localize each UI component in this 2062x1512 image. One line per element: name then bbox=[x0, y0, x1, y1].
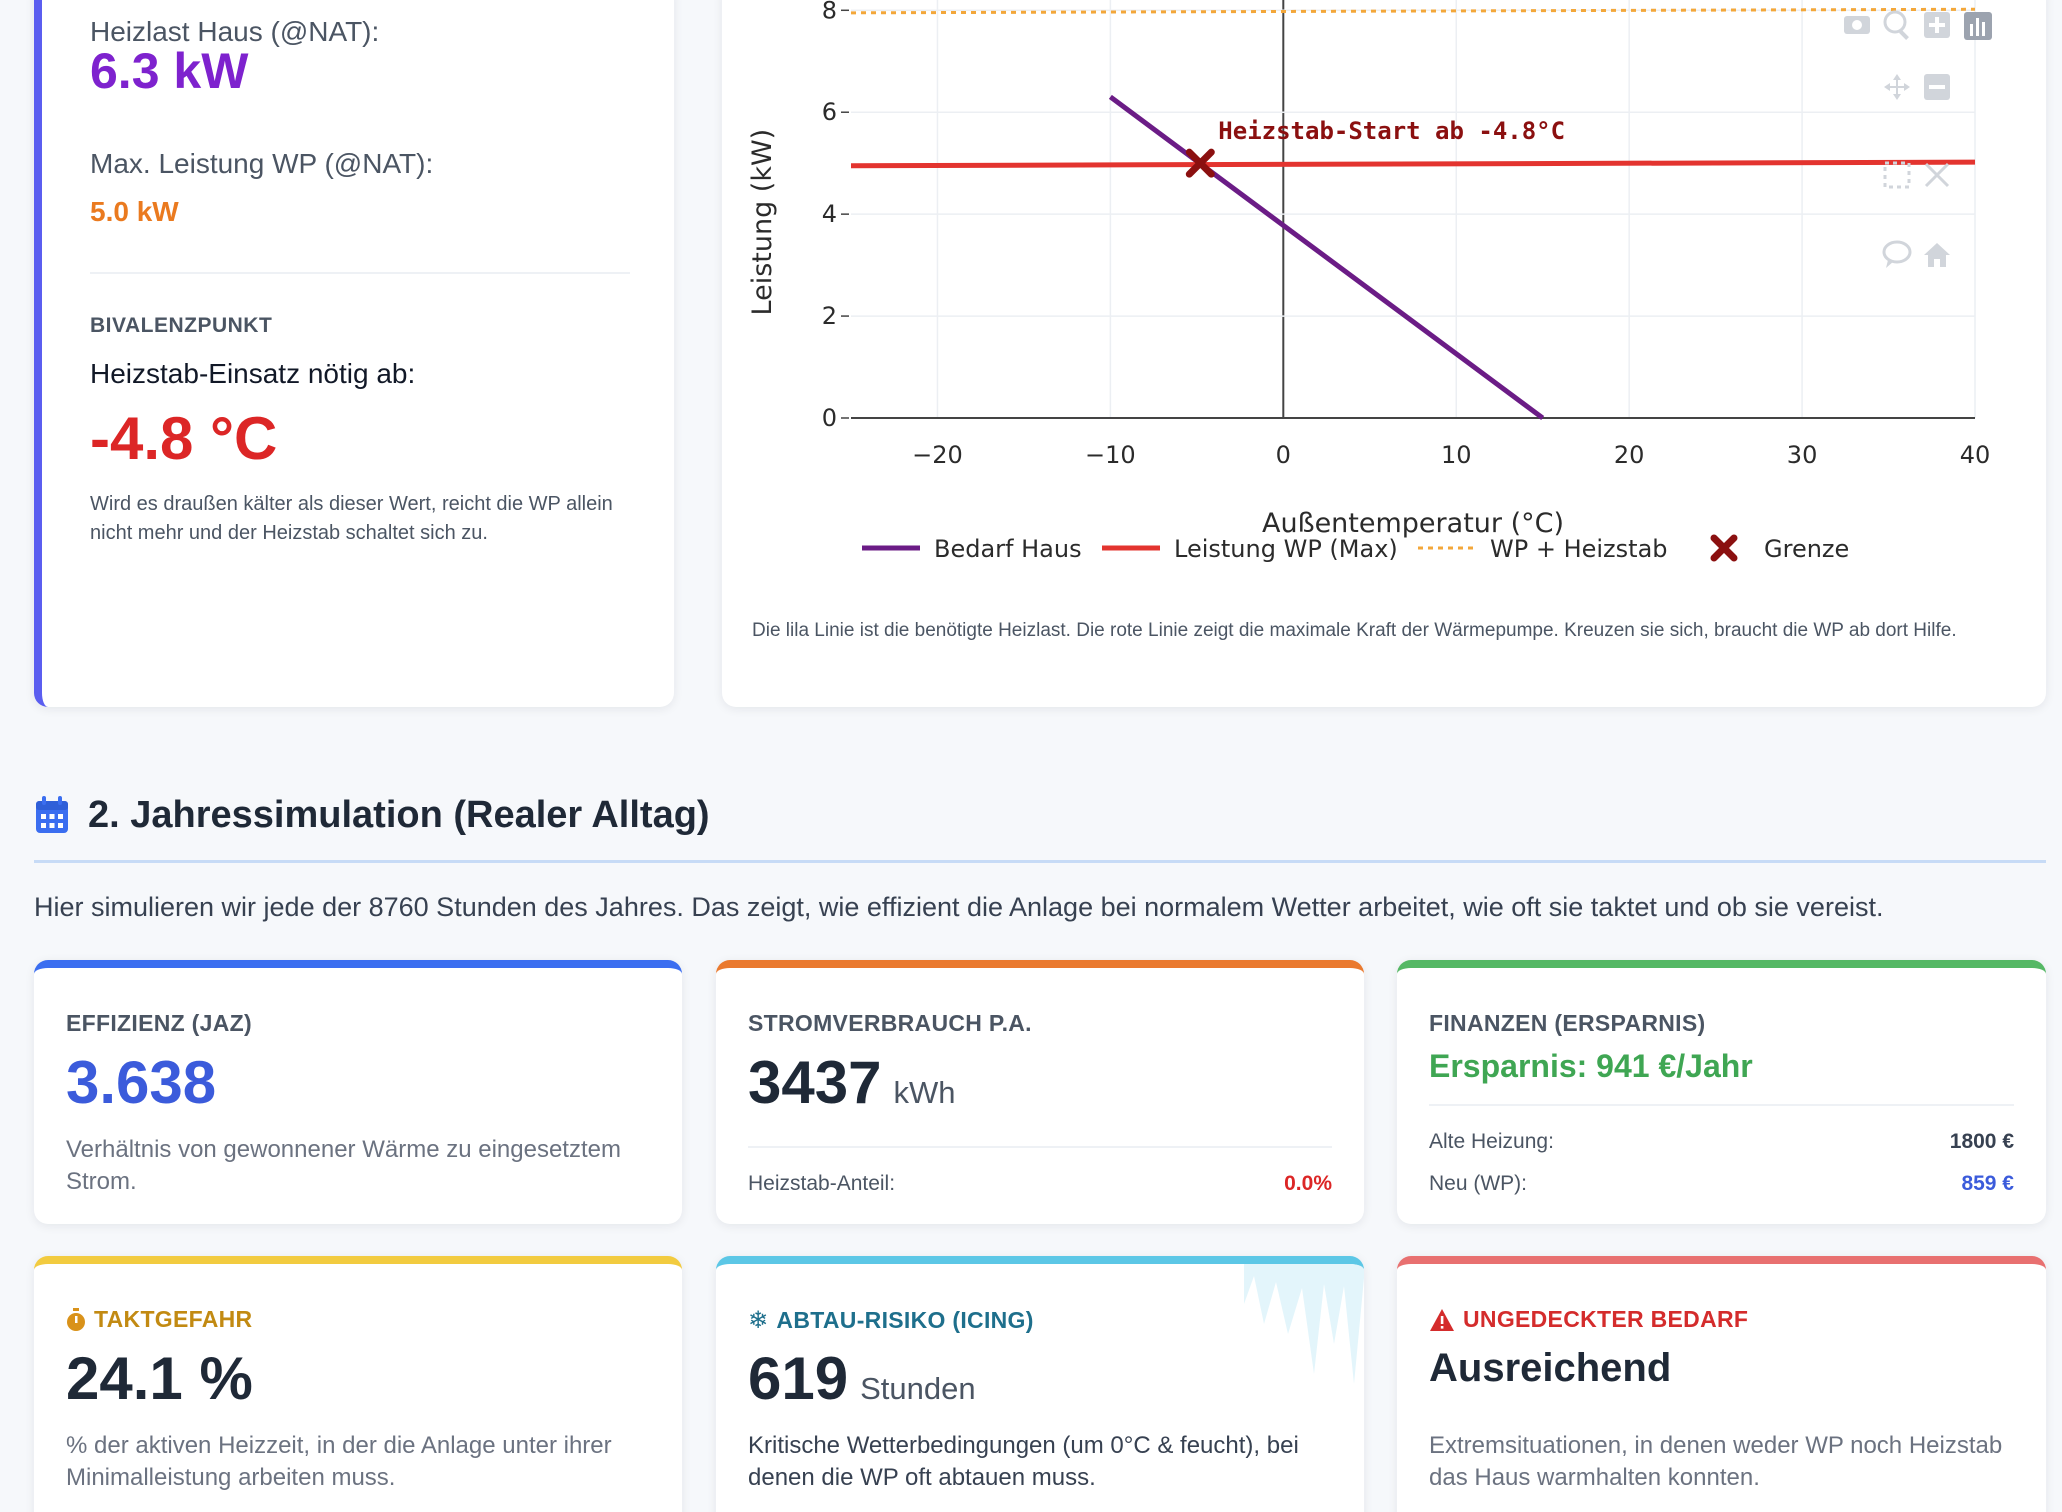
legend-grenze-label[interactable]: Grenze bbox=[1764, 535, 1849, 563]
cycling-risk-title: TAKTGEFAHR bbox=[94, 1306, 253, 1332]
divider bbox=[1429, 1104, 2014, 1106]
power-consumption-value: 3437 bbox=[748, 1049, 882, 1116]
x-tick-label: −10 bbox=[1085, 441, 1136, 469]
chart-note: Die lila Linie ist die benötigte Heizlas… bbox=[752, 620, 1957, 641]
x-tick-label: 30 bbox=[1787, 441, 1818, 469]
autoscale-icon[interactable] bbox=[1924, 162, 1950, 188]
heizstab-share-label: Heizstab-Anteil: bbox=[748, 1172, 896, 1195]
uncovered-demand-value: Ausreichend bbox=[1429, 1346, 1672, 1390]
home-icon[interactable] bbox=[1924, 243, 1950, 267]
cycling-risk-card: TAKTGEFAHR 24.1 % % der aktiven Heizzeit… bbox=[34, 1256, 682, 1512]
uncovered-demand-description: Extremsituationen, in denen weder WP noc… bbox=[1429, 1432, 2003, 1491]
bivalence-info-card: Heizlast Haus (@NAT): 6.3 kW Max. Leistu… bbox=[34, 0, 674, 707]
grenze-marker bbox=[1185, 148, 1215, 178]
divider bbox=[748, 1146, 1332, 1148]
x-tick-label: −20 bbox=[912, 441, 963, 469]
section-divider bbox=[34, 860, 2046, 863]
power-consumption-title: STROMVERBRAUCH P.A. bbox=[748, 1010, 1032, 1036]
old-heating-label: Alte Heizung: bbox=[1429, 1130, 1554, 1153]
old-heating-row: Alte Heizung: 1800 € bbox=[1429, 1130, 2014, 1154]
leistung-wp-line[interactable] bbox=[850, 159, 1976, 169]
defrost-risk-value: 619 bbox=[748, 1345, 849, 1412]
power-consumption-card: STROMVERBRAUCH P.A. 3437 kWh Heizstab-Ant… bbox=[716, 960, 1364, 1224]
pan-icon[interactable] bbox=[1884, 74, 1910, 100]
y-tick-label: 8 bbox=[822, 0, 837, 24]
bivalenz-question: Heizstab-Einsatz nötig ab: bbox=[90, 358, 416, 389]
defrost-risk-header: ❄ ABTAU-RISIKO (ICING) bbox=[748, 1306, 1034, 1335]
new-heating-row: Neu (WP): 859 € bbox=[1429, 1172, 2014, 1196]
bivalenz-description: Wird es draußen kälter als dieser Wert, … bbox=[90, 493, 613, 544]
defrost-risk-value-row: 619 Stunden bbox=[748, 1344, 976, 1413]
box-select-icon[interactable] bbox=[1883, 161, 1911, 189]
bedarf-haus-line[interactable] bbox=[1108, 94, 1545, 421]
x-tick-label: 10 bbox=[1441, 441, 1472, 469]
bar-chart-icon[interactable] bbox=[1964, 12, 1992, 40]
cycling-risk-description: % der aktiven Heizzeit, in der die Anlag… bbox=[66, 1432, 612, 1491]
legend-grenze-symbol bbox=[1710, 534, 1738, 562]
cycling-risk-value: 24.1 % bbox=[66, 1345, 253, 1412]
efficiency-description: Verhältnis von gewonnener Wärme zu einge… bbox=[66, 1136, 621, 1195]
uncovered-demand-header: UNGEDECKTER BEDARF bbox=[1429, 1306, 1748, 1333]
power-consumption-unit: kWh bbox=[893, 1075, 956, 1110]
savings-value: Ersparnis: 941 €/Jahr bbox=[1429, 1048, 1753, 1084]
x-tick-label: 40 bbox=[1960, 441, 1991, 469]
bivalenz-title: BIVALENZPUNKT bbox=[90, 314, 273, 337]
bivalenz-value: -4.8 °C bbox=[90, 405, 278, 472]
defrost-risk-title: ABTAU-RISIKO (ICING) bbox=[776, 1307, 1034, 1333]
defrost-risk-card: ❄ ABTAU-RISIKO (ICING) 619 Stunden Kritis… bbox=[716, 1256, 1364, 1512]
y-tick-label: 4 bbox=[822, 200, 837, 228]
cycling-risk-header: TAKTGEFAHR bbox=[66, 1306, 252, 1333]
old-heating-value: 1800 € bbox=[1949, 1130, 2014, 1153]
finance-title: FINANZEN (ERSPARNIS) bbox=[1429, 1010, 1706, 1036]
defrost-risk-unit: Stunden bbox=[860, 1371, 976, 1406]
defrost-risk-description: Kritische Wetterbedingungen (um 0°C & fe… bbox=[748, 1432, 1299, 1491]
zoom-icon[interactable] bbox=[1883, 10, 1909, 40]
legend-wp-heizstab-label[interactable]: WP + Heizstab bbox=[1490, 535, 1668, 563]
section-intro: Hier simulieren wir jede der 8760 Stunde… bbox=[34, 892, 1884, 922]
y-tick-label: 2 bbox=[822, 302, 837, 330]
section-title: 2. Jahressimulation (Realer Alltag) bbox=[88, 793, 710, 836]
zoom-in-icon[interactable] bbox=[1924, 12, 1950, 38]
y-tick-label: 0 bbox=[822, 404, 837, 432]
bivalence-chart[interactable]: −20 −10 0 10 20 30 40 0 2 4 6 8 Heizstab-Start ab -… bbox=[722, 0, 2046, 600]
annotation-label: Heizstab-Start ab -4.8°C bbox=[1218, 117, 1565, 145]
y-tick-label: 6 bbox=[822, 98, 837, 126]
divider bbox=[90, 272, 630, 274]
bivalence-chart-card: −20 −10 0 10 20 30 40 0 2 4 6 8 Heizstab-Start ab -… bbox=[722, 0, 2046, 707]
chart-toolbar bbox=[1844, 10, 1992, 268]
section-heading: 2. Jahressimulation (Realer Alltag) bbox=[34, 790, 710, 840]
warning-icon bbox=[1430, 1308, 1454, 1331]
hover-compare-icon[interactable] bbox=[1882, 240, 1912, 268]
heizlast-value: 6.3 kW bbox=[90, 43, 249, 99]
finance-card: FINANZEN (ERSPARNIS) Ersparnis: 941 €/Ja… bbox=[1397, 960, 2046, 1224]
camera-icon[interactable] bbox=[1844, 16, 1870, 34]
heizstab-share-row: Heizstab-Anteil: 0.0% bbox=[748, 1172, 1332, 1196]
x-axis-title: Außentemperatur (°C) bbox=[1262, 508, 1564, 539]
stopwatch-icon bbox=[67, 1307, 85, 1331]
wp-heizstab-line[interactable] bbox=[850, 7, 1976, 15]
legend-bedarf-haus-label[interactable]: Bedarf Haus bbox=[934, 535, 1082, 563]
heizstab-share-value: 0.0% bbox=[1284, 1172, 1332, 1195]
max-wp-label: Max. Leistung WP (@NAT): bbox=[90, 148, 434, 179]
power-consumption-value-row: 3437 kWh bbox=[748, 1048, 955, 1117]
efficiency-value: 3.638 bbox=[66, 1049, 217, 1116]
new-heating-label: Neu (WP): bbox=[1429, 1172, 1528, 1195]
efficiency-card: EFFIZIENZ (JAZ) 3.638 Verhältnis von gew… bbox=[34, 960, 682, 1224]
zoom-out-icon[interactable] bbox=[1924, 74, 1950, 100]
uncovered-demand-title: UNGEDECKTER BEDARF bbox=[1463, 1306, 1749, 1332]
snowflake-icon: ❄ bbox=[748, 1307, 769, 1334]
legend-leistung-wp-label[interactable]: Leistung WP (Max) bbox=[1174, 535, 1398, 563]
efficiency-title: EFFIZIENZ (JAZ) bbox=[66, 1010, 252, 1036]
max-wp-value: 5.0 kW bbox=[90, 196, 179, 227]
x-tick-label: 0 bbox=[1276, 441, 1291, 469]
y-axis-title: Leistung (kW) bbox=[747, 129, 778, 316]
uncovered-demand-card: UNGEDECKTER BEDARF Ausreichend Extremsit… bbox=[1397, 1256, 2046, 1512]
heizlast-label: Heizlast Haus (@NAT): bbox=[90, 16, 380, 47]
new-heating-value: 859 € bbox=[1961, 1172, 2014, 1195]
icicles-icon bbox=[1244, 1264, 1364, 1384]
calendar-icon bbox=[36, 796, 68, 833]
x-tick-label: 20 bbox=[1614, 441, 1645, 469]
